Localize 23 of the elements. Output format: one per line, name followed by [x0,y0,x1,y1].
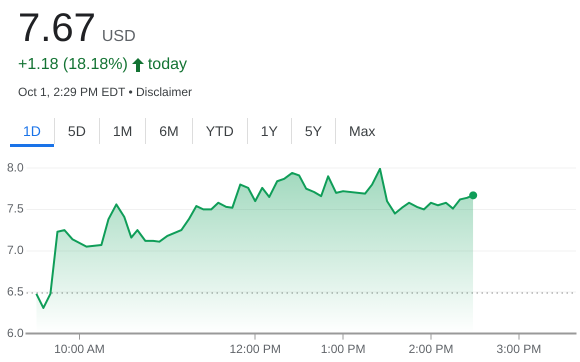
text: 5D [54,118,99,144]
y-tick-label: 8.0 [6,160,24,174]
chart-subtitle: USD [102,28,136,45]
text: Max [334,118,388,144]
x-tick-label: 1:00 PM [320,342,366,356]
chart-title: 7.67 [18,6,96,50]
x-tick-label: 3:00 PM [496,342,542,356]
y-tick-label: 6.5 [6,284,24,299]
text: +1.18 (18.18%) [18,56,128,74]
text: 1Y [246,118,291,144]
text: Oct 1, 2:29 PM EDT • Disclaimer [18,85,192,99]
text: 1M [98,118,146,144]
y-tick-label: 7.0 [6,243,24,258]
y-tick-label: 7.5 [6,202,24,216]
text: today [148,56,187,74]
text: 6M [145,118,192,144]
text: YTD [192,118,247,144]
y-tick-label: 6.0 [6,326,24,340]
x-tick-label: 2:00 PM [408,342,454,356]
x-tick-label: 12:00 PM [230,342,281,356]
text: 5Y [290,118,335,144]
x-tick-label: 10:00 AM [54,342,105,356]
text: 1D [10,118,54,147]
